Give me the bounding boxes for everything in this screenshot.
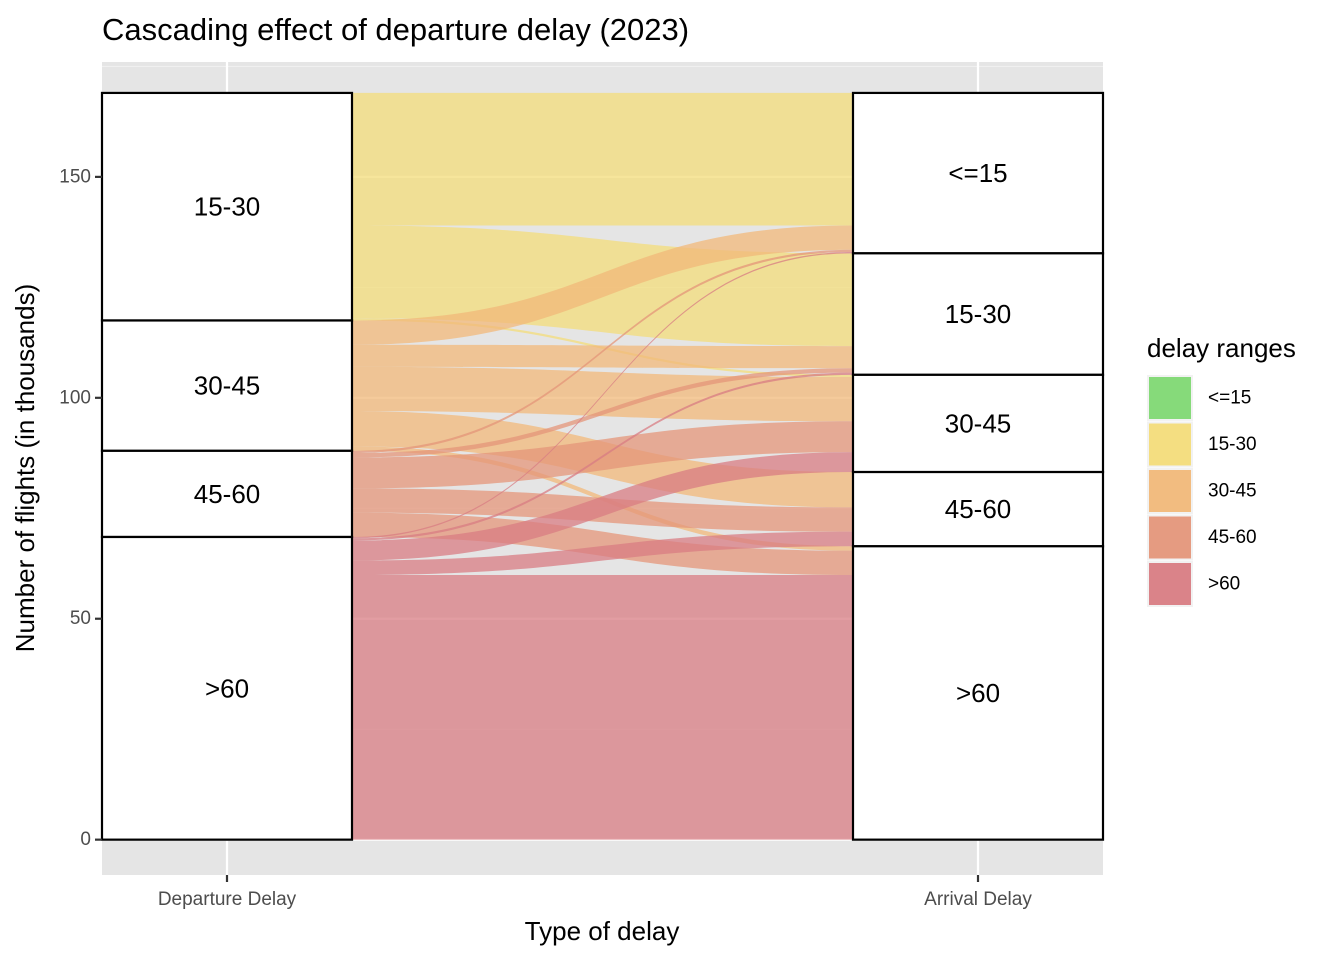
legend-label: >60 [1208, 574, 1240, 595]
x-tick-label: Departure Delay [158, 889, 297, 910]
stratum-box [100, 449, 354, 539]
stratum-label: <=15 [948, 158, 1007, 188]
chart-title: Cascading effect of departure delay (202… [102, 12, 689, 47]
y-tick-label: 0 [80, 829, 91, 850]
legend-label: 45-60 [1208, 527, 1257, 548]
legend-label: <=15 [1208, 388, 1251, 409]
x-axis: Departure Delay Arrival Delay [158, 875, 1032, 910]
legend-label: 15-30 [1208, 434, 1257, 455]
legend-swatch [1149, 563, 1191, 605]
stratum-box [851, 470, 1105, 548]
y-axis-title: Number of flights (in thousands) [10, 284, 40, 653]
legend-label: 30-45 [1208, 481, 1257, 502]
flow-band [352, 368, 853, 458]
stratum-box [851, 545, 1105, 841]
y-tick-label: 150 [59, 166, 91, 187]
stratum-label: 45-60 [194, 479, 261, 509]
legend-swatch [1149, 423, 1191, 466]
flow-band [352, 251, 853, 539]
legend-swatch [1149, 516, 1191, 559]
stratum-label: 15-30 [194, 192, 261, 222]
stratum-label: 15-30 [945, 299, 1012, 329]
stratum-box [851, 91, 1105, 255]
stratum-label: >60 [956, 678, 1000, 708]
flow-band [352, 92, 853, 226]
legend-swatch [1149, 470, 1191, 512]
flow-band [352, 344, 853, 369]
x-axis-title: Type of delay [525, 916, 680, 946]
stratum-label: 30-45 [945, 408, 1012, 438]
strata: 15-30 30-45 45-60 >60 <=15 15-30 30-45 45-60 >60 [100, 91, 1105, 841]
legend-swatch [1149, 377, 1191, 419]
stratum-box [100, 91, 354, 322]
stratum-label: >60 [205, 673, 249, 703]
flow-band [352, 421, 853, 489]
flow-band [352, 452, 853, 561]
y-tick-label: 50 [70, 608, 91, 629]
flow-band [352, 574, 853, 840]
stratum-label: 30-45 [194, 371, 261, 401]
stratum-box [100, 535, 354, 841]
flow-band [352, 372, 853, 541]
stratum-box [851, 373, 1105, 474]
stratum-box [100, 319, 354, 452]
flow-band [352, 531, 853, 575]
legend: delay ranges <=15 15-30 30-45 45-60 >60 [1147, 333, 1296, 607]
stratum-label: 45-60 [945, 494, 1012, 524]
stratum-box [851, 252, 1105, 376]
x-tick-label: Arrival Delay [924, 889, 1032, 910]
flow-band [352, 512, 853, 575]
y-axis: 0 50 100 150 [59, 166, 102, 850]
flow-band [352, 249, 853, 454]
legend-title: delay ranges [1147, 333, 1296, 363]
flows [352, 92, 853, 840]
flow-band [352, 225, 853, 345]
y-tick-label: 100 [59, 387, 91, 408]
